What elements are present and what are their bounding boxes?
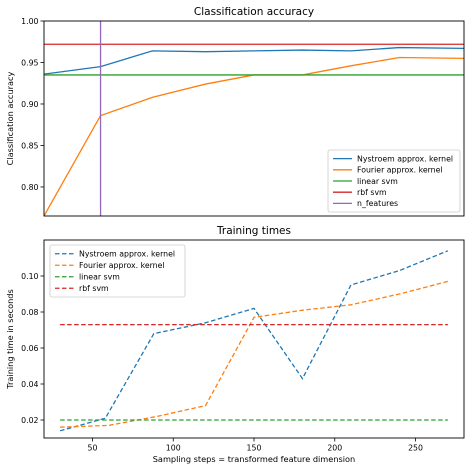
axes-frame [43,20,465,217]
legend-label-rbf-svm: rbf svm [357,188,387,197]
series-line-nystroem-approx-kernel [44,46,464,75]
y-tick-label: 0.80 [21,183,38,192]
y-tick-label: 0.06 [21,344,38,353]
legend-label-linear-svm: linear svm [79,273,120,282]
legend-label-fourier-approx-kernel: Fourier approx. kernel [357,166,443,175]
y-axis-label: Classification accuracy [5,71,15,165]
chart-title: Classification accuracy [194,6,314,18]
y-tick-label: 0.08 [21,308,38,317]
y-axis-label: Training time in seconds [5,289,15,390]
series-line-fourier-approx-kernel [60,280,449,428]
legend: Nystroem approx. kernel Fourier approx. k… [327,149,461,213]
y-tick-label: 0.04 [21,380,38,389]
legend-box [327,149,461,213]
legend: Nystroem approx. kernel Fourier approx. k… [49,244,186,298]
legend-label-nystroem-approx-kernel: Nystroem approx. kernel [79,250,175,259]
legend-label-nystroem-approx-kernel: Nystroem approx. kernel [357,154,453,163]
legend-label-rbf-svm: rbf svm [79,284,109,293]
accuracy-chart: Classification accuracy 0.80 0.85 0.90 0.95 1… [5,6,465,217]
training-times-chart: Training times 0.02 0.04 0.06 0.08 0.10 50 100 1… [5,225,465,464]
y-tick-label: 0.95 [21,58,38,67]
y-tick-label: 0.10 [21,272,38,281]
x-tick-label: 100 [166,444,181,453]
y-tick-label: 0.90 [21,100,38,109]
x-tick-label: 250 [408,444,423,453]
legend-label-n-features: n_features [357,199,398,208]
y-tick-label: 0.02 [21,416,38,425]
legend-label-linear-svm: linear svm [357,177,398,186]
x-tick-label: 150 [247,444,262,453]
x-tick-label: 50 [88,444,98,453]
chart-title: Training times [216,225,291,237]
x-axis-label: Sampling steps = transformed feature dim… [153,454,356,464]
x-tick-label: 200 [327,444,342,453]
series-line-nystroem-approx-kernel [59,250,449,432]
legend-box [49,244,186,298]
legend-label-fourier-approx-kernel: Fourier approx. kernel [79,261,165,270]
y-tick-label: 1.00 [21,17,38,26]
y-tick-label: 0.85 [21,141,38,150]
